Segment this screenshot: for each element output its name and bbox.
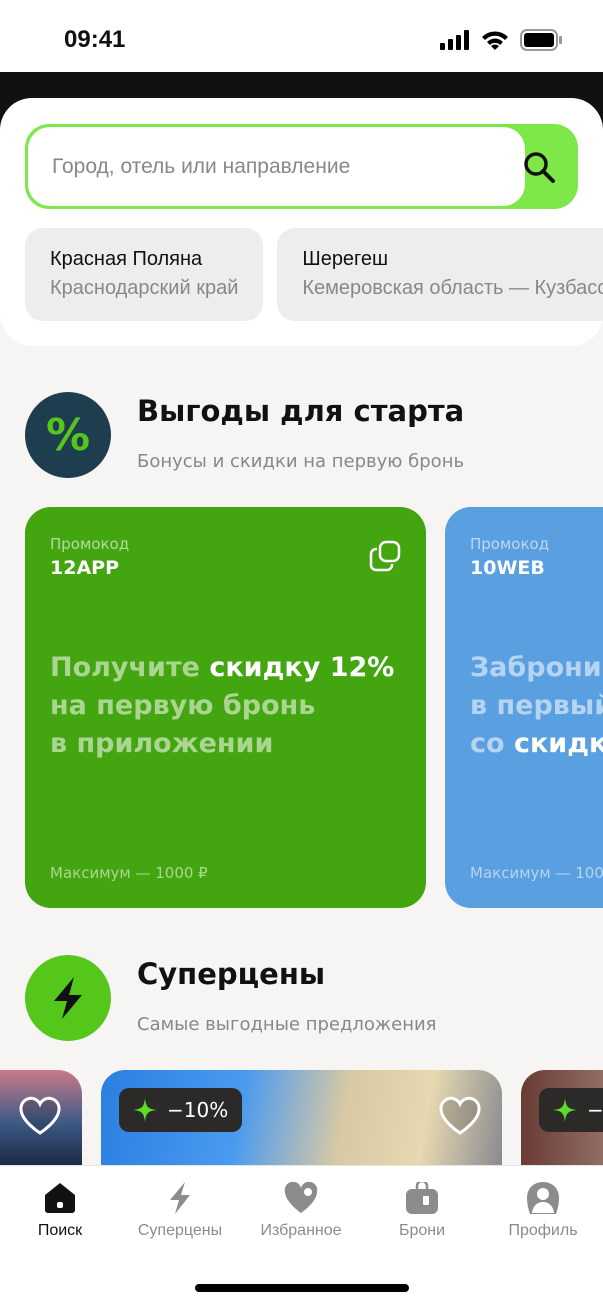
search-button[interactable] (500, 124, 578, 209)
section-subtitle: Бонусы и скидки на первую бронь (137, 451, 465, 472)
hotel-card[interactable] (0, 1070, 82, 1165)
tab-bar: Поиск Суперцены Избранное Брони Профиль (0, 1165, 603, 1305)
hotel-card[interactable]: −10% (101, 1070, 502, 1165)
promo-card[interactable]: Промокод 10WEB Забронируйтев первый разс… (445, 507, 603, 908)
status-bar: 09:41 (0, 0, 603, 74)
tab-profile[interactable]: Профиль (483, 1182, 603, 1240)
discount-badge: −1 (539, 1088, 603, 1132)
tab-favorites[interactable]: Избранное (241, 1182, 361, 1240)
section-title: Выгоды для старта (137, 394, 465, 428)
suggestion-subtitle: Краснодарский край (50, 277, 239, 299)
signal-icon (440, 30, 469, 50)
tab-search[interactable]: Поиск (0, 1182, 120, 1240)
sparkle-icon (133, 1098, 157, 1122)
promo-label: Промокод (470, 535, 550, 553)
wifi-icon (482, 31, 508, 50)
sparkle-icon (553, 1098, 577, 1122)
percent-icon: % (25, 392, 111, 478)
search-bar: Город, отель или направление (25, 124, 578, 209)
bag-icon (406, 1182, 438, 1214)
suggestions-carousel[interactable]: Красная Поляна Краснодарский край Шереге… (0, 228, 603, 321)
promo-card[interactable]: Промокод 12APP Получите скидку 12% на пер… (25, 507, 426, 908)
promo-code: 12APP (50, 557, 119, 579)
user-icon (527, 1182, 559, 1214)
status-time: 09:41 (64, 26, 126, 53)
heart-icon (284, 1182, 318, 1213)
promo-max: Максимум — 1000 ₽ (50, 864, 208, 882)
hotel-card[interactable]: −1 (521, 1070, 603, 1165)
search-input[interactable]: Город, отель или направление (28, 127, 525, 206)
heart-icon[interactable] (438, 1096, 482, 1136)
suggestion-subtitle: Кемеровская область — Кузбасс (302, 277, 603, 299)
lightning-icon (170, 1182, 190, 1214)
search-icon (524, 151, 555, 183)
heart-icon[interactable] (18, 1096, 62, 1136)
suggestion-chip[interactable]: Красная Поляна Краснодарский край (25, 228, 264, 321)
promo-label: Промокод (50, 535, 130, 553)
section-title: Суперцены (137, 957, 326, 991)
tab-superprices[interactable]: Суперцены (120, 1182, 240, 1240)
hotels-carousel[interactable]: −10% −1 (0, 1070, 603, 1165)
promo-max: Максимум — 1000 ₽ (470, 864, 603, 882)
lightning-icon (25, 955, 111, 1041)
battery-icon (520, 29, 562, 51)
promo-code: 10WEB (470, 557, 545, 579)
promo-message: Получите скидку 12% на первую бронь в прил… (50, 652, 395, 759)
discount-badge: −10% (119, 1088, 243, 1132)
promo-carousel[interactable]: Промокод 12APP Получите скидку 12% на пер… (0, 507, 603, 908)
home-icon (45, 1183, 75, 1213)
home-indicator (195, 1284, 409, 1292)
tab-bookings[interactable]: Брони (362, 1182, 482, 1240)
copy-icon[interactable] (369, 540, 401, 572)
suggestion-title: Шерегеш (302, 248, 389, 270)
suggestion-chip[interactable]: Шерегеш Кемеровская область — Кузбасс (277, 228, 603, 321)
promo-message: Забронируйтев первый разсо скидкой (470, 652, 603, 759)
suggestion-title: Красная Поляна (50, 248, 203, 270)
section-subtitle: Самые выгодные предложения (137, 1014, 437, 1035)
